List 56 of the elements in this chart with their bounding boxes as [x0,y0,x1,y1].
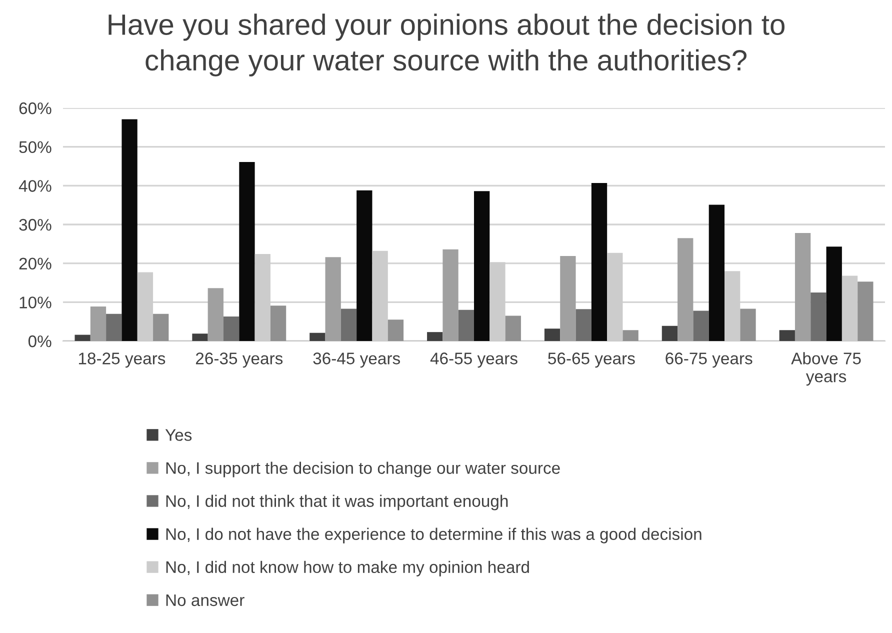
bar [223,316,240,341]
x-tick-label: Above 75 years [791,352,861,386]
bar [74,334,90,341]
bar [591,182,608,341]
bar [662,326,678,341]
bar [340,308,357,341]
y-tick-label: 0% [28,335,52,348]
bar [505,316,521,341]
bar [90,306,106,341]
bar [208,288,224,341]
bar [458,310,474,341]
bar [192,334,208,341]
bar [325,257,341,341]
y-tick-label: 20% [19,258,52,270]
y-tick-label: 30% [19,218,52,231]
bar [622,330,638,341]
x-tick-label: 56-65 years [548,352,635,368]
bar [356,190,372,341]
y-tick-label: 60% [19,102,52,114]
bar [388,320,404,341]
bar [858,282,874,341]
bar [544,328,560,341]
bar [310,332,326,341]
bar [693,310,709,341]
y-tick-label: 40% [18,180,52,192]
bar [427,332,443,341]
x-tick-label: 18-25 years [78,352,166,368]
bar [122,119,138,341]
x-tick-label: 36-45 years [313,352,400,368]
chart-title: Have you shared your opinions about the decision to change your water source with the authorities? [108,14,784,76]
bar [779,330,795,341]
bar [678,238,694,341]
x-tick-label: 66-75 years [666,352,752,368]
bar [560,256,576,341]
bar [239,162,255,341]
legend-label: Yes [165,429,192,441]
bar [826,246,842,341]
bar [794,233,811,341]
legend-label: No, I do not have the experience to determine if this was a good decision [166,528,702,544]
bar [270,306,286,341]
bar [474,191,490,341]
bar [106,314,122,341]
bar [576,309,592,341]
bar [442,249,458,341]
bar [153,314,169,341]
legend-label: No, I did not know how to make my opinion heard [166,560,529,576]
bar [708,204,725,341]
legend-label: No, I did not think that it was important enough [166,494,508,510]
bar [740,308,756,341]
y-tick-label: 10% [20,296,52,308]
x-tick-label: 46-55 years [430,352,518,368]
legend-label: No, I support the decision to change our water source [166,462,560,478]
y-tick-label: 50% [19,141,52,154]
legend-label: No answer [166,594,244,606]
x-tick-label: 26-35 years [196,352,283,368]
bar [810,292,826,341]
